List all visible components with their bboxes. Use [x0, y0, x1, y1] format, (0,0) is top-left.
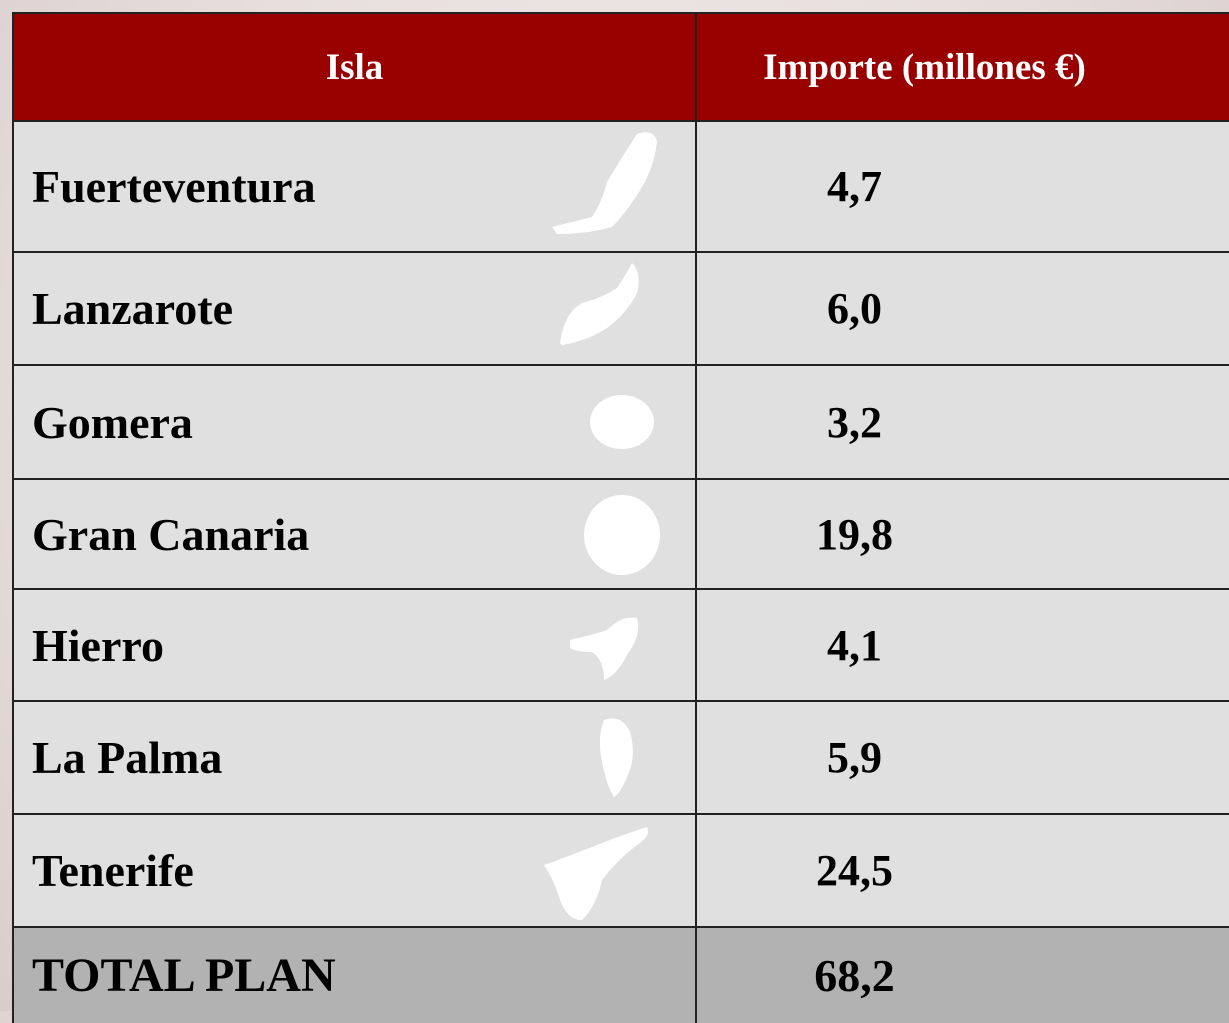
amount: 19,8 [816, 509, 893, 559]
island-name: Gran Canaria [12, 480, 697, 588]
island-name: Tenerife [12, 815, 697, 926]
total-label: TOTAL PLAN [12, 928, 697, 1023]
row: Hierro 4,1 [12, 590, 1229, 702]
amount: 6,0 [827, 284, 882, 333]
amount: 3,2 [827, 397, 882, 447]
table: Isla Importe (millones €) Fuerteventura … [12, 12, 1229, 1023]
row: Gran Canaria 19,8 [12, 480, 1229, 590]
amount: 4,1 [827, 620, 882, 670]
row: Lanzarote 6,0 [12, 253, 1229, 366]
total-amount: 68,2 [814, 950, 895, 1001]
island-shape [544, 827, 649, 920]
island-name: Gomera [12, 366, 697, 478]
island-name: La Palma [12, 702, 697, 813]
row: Gomera 3,2 [12, 366, 1229, 480]
row: Tenerife 24,5 [12, 815, 1229, 928]
header-row: Isla Importe (millones €) [12, 12, 1229, 122]
header-cell: Importe (millones €) [763, 46, 1086, 88]
amount: 4,7 [827, 162, 882, 211]
island-name: Lanzarote [12, 253, 697, 364]
island-shape [552, 132, 657, 234]
island-shape [599, 718, 633, 797]
island-shape [560, 263, 639, 345]
row: Fuerteventura 4,7 [12, 122, 1229, 253]
amount: 5,9 [827, 733, 882, 782]
island-shape [584, 495, 660, 575]
island-name: Hierro [12, 590, 697, 700]
row: La Palma 5,9 [12, 702, 1229, 815]
amount: 24,5 [816, 846, 893, 895]
island-shape [570, 617, 639, 680]
island-shape [590, 395, 654, 449]
total-row: TOTAL PLAN 68,2 [12, 928, 1229, 1023]
island-name: Fuerteventura [12, 122, 697, 251]
header-cell: Isla [12, 14, 697, 120]
